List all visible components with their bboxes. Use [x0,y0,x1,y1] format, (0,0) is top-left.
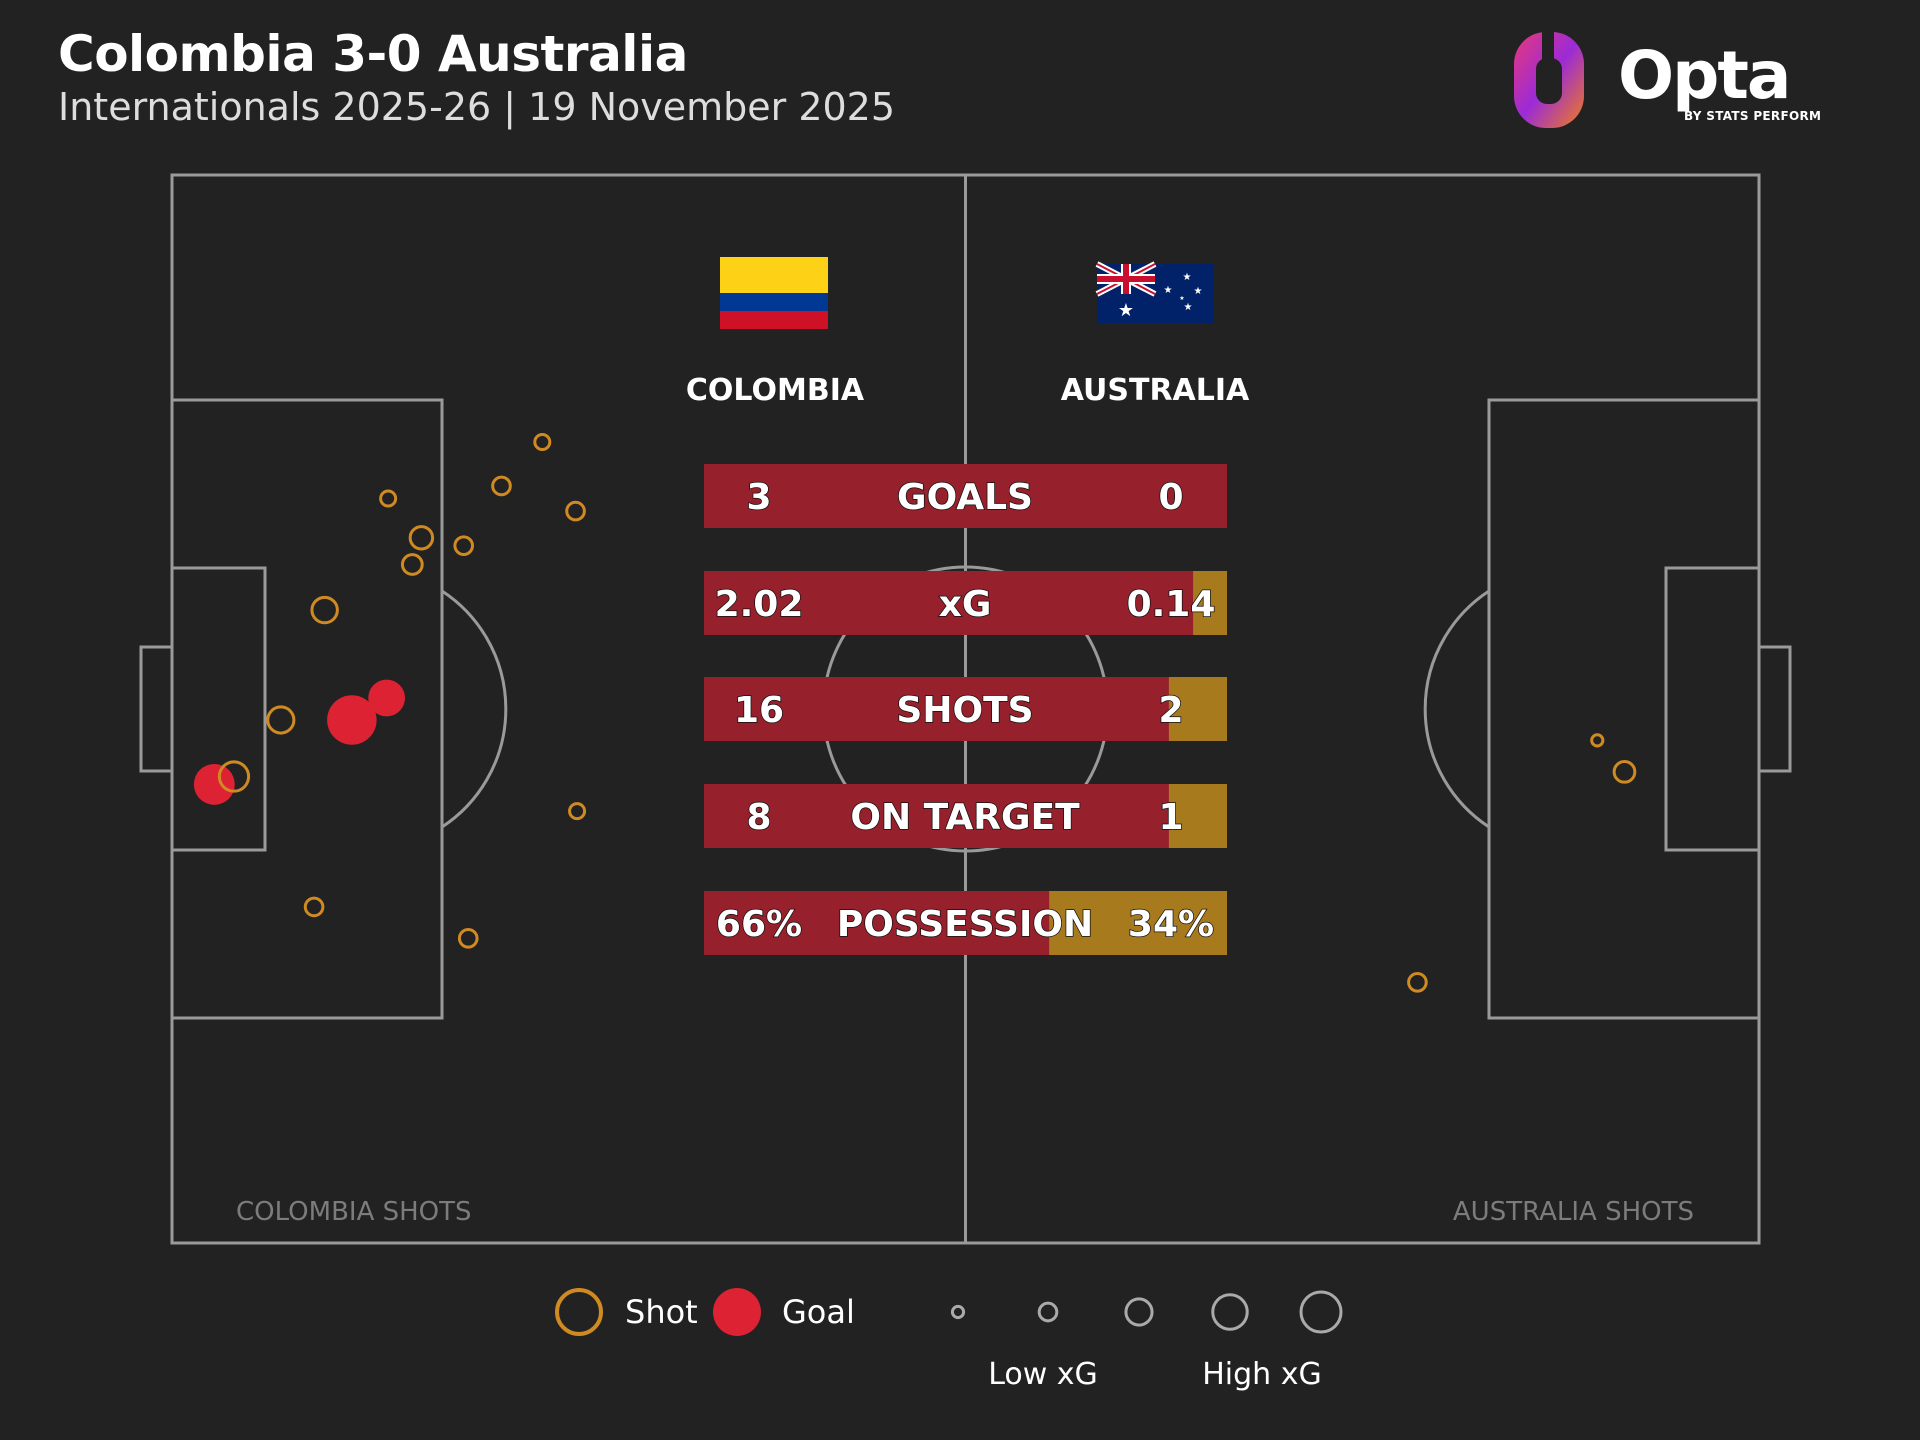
svg-text:★: ★ [1184,302,1193,313]
stat-row-2: 16 SHOTS 2 [704,677,1227,741]
left-six-yard-box [170,566,267,852]
colombia-shot-2 [266,705,296,735]
stat-bar-home [704,571,1194,635]
right-penalty-area [1487,398,1761,1020]
stat-home-value: 2.02 [715,584,804,625]
colombia-shot-11 [533,432,552,452]
stat-home-value: 8 [746,797,771,838]
stat-away-value: 0.14 [1127,584,1216,625]
left-penalty-area [170,398,444,1020]
colombia-shot-15 [457,927,479,949]
colombia-shot-6 [400,553,424,576]
colombia-goal-0 [193,763,235,805]
opta-logo-word: Opta [1618,37,1791,114]
colombia-shot-8 [453,535,475,556]
stat-away-value: 0 [1158,477,1183,518]
legend-goal-label: Goal [782,1293,855,1331]
svg-text:★: ★ [1183,272,1192,283]
svg-text:★: ★ [1118,300,1134,321]
australia-shot-1 [1612,759,1637,784]
australia-shot-0 [1590,733,1605,748]
colombia-shots-label: COLOMBIA SHOTS [236,1197,472,1227]
opta-logo: Opta BY STATS PERFORM [1506,26,1846,136]
left-penalty-arc [441,589,508,829]
australia-shots-label: AUSTRALIA SHOTS [1453,1197,1694,1227]
legend-size-2 [1124,1297,1154,1327]
legend-size-1 [1037,1301,1059,1323]
legend-high-xg-label: High xG [1202,1357,1322,1392]
opta-logo-tagline: BY STATS PERFORM [1684,109,1822,123]
right-goal [1757,645,1792,773]
legend-size-4 [1299,1290,1343,1334]
stat-row-3: 8 ON TARGET 1 [704,784,1227,848]
colombia-shot-12 [565,500,586,522]
right-penalty-arc [1423,589,1490,829]
colombia-shot-10 [491,475,512,497]
colombia-shot-13 [568,802,587,821]
colombia-goal-3 [327,695,377,745]
stat-label: ON TARGET [850,797,1080,838]
stat-away-value: 2 [1158,690,1183,731]
colombia-flag [720,257,828,329]
legend-size-3 [1211,1293,1249,1331]
colombia-goal-4 [368,679,406,717]
page-subtitle: Internationals 2025-26 | 19 November 202… [58,85,896,129]
right-six-yard-box [1664,566,1761,852]
stat-home-value: 16 [734,690,784,731]
stat-away-value: 34% [1128,904,1214,945]
legend-shot-label: Shot [625,1293,698,1331]
colombia-shot-5 [310,595,339,625]
stat-away-value: 1 [1158,797,1183,838]
colombia-shot-9 [379,489,398,508]
australia-flag: ★ ★ ★ ★ ★ ★ [1095,261,1214,323]
stat-bar-home [704,891,1050,955]
svg-text:★: ★ [1194,286,1203,297]
legend-goal-icon [713,1288,761,1336]
stat-row-0: 3 GOALS 0 [704,464,1227,528]
svg-text:★: ★ [1164,285,1173,296]
stat-label: GOALS [897,477,1033,518]
colombia-shots [193,432,587,949]
colombia-shot-7 [408,525,435,551]
legend-size-0 [950,1304,966,1320]
stat-bar-home [704,677,1169,741]
australia-shot-2 [1407,971,1428,993]
legend-xg-sizes [950,1290,1343,1334]
opta-logo-icon [1514,28,1584,128]
page-title: Colombia 3-0 Australia [58,25,688,83]
stat-row-1: 2.02 xG 0.14 [704,571,1227,635]
stat-bar-home [704,784,1169,848]
stat-bars: 3 GOALS 0 2.02 xG 0.14 16 SHOTS 2 8 ON TARGET 1 66% P… [704,464,1227,955]
stat-label: POSSESSION [837,904,1093,945]
stat-label: xG [939,584,992,625]
colombia-shot-14 [303,896,325,918]
stat-bar-home [704,464,1227,528]
stat-home-value: 66% [716,904,802,945]
home-team-name: COLOMBIA [686,373,865,408]
stat-label: SHOTS [896,690,1033,731]
colombia-shot-1 [217,760,251,793]
svg-text:★: ★ [1179,295,1184,302]
stat-row-4: 66% POSSESSION 34% [704,891,1227,955]
australia-shots [1407,733,1637,993]
legend-shot-icon [555,1288,603,1336]
legend-low-xg-label: Low xG [988,1357,1098,1392]
legend: Shot Goal Low xG High xG [555,1288,1343,1392]
stat-home-value: 3 [746,477,771,518]
away-team-name: AUSTRALIA [1061,373,1250,408]
left-goal [139,645,174,773]
